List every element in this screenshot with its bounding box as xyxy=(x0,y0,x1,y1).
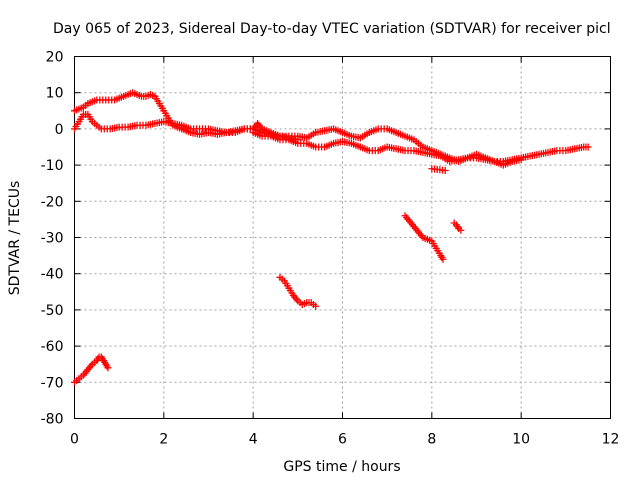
data-point xyxy=(441,167,449,175)
series-arc-mid-descent xyxy=(276,273,320,310)
series-arc-lower-left xyxy=(71,353,112,386)
data-point xyxy=(584,143,592,151)
data-point xyxy=(104,364,112,372)
y-tick-label: -30 xyxy=(41,231,64,247)
y-tick-label: -40 xyxy=(41,267,64,283)
series-arc-late-descent xyxy=(401,212,447,263)
grid-layer xyxy=(74,56,611,419)
data-marks xyxy=(71,89,592,386)
y-tick-label: -80 xyxy=(41,412,64,428)
x-tick-label: 12 xyxy=(602,432,620,448)
y-tick-label: -70 xyxy=(41,375,64,391)
series-arc-early-low xyxy=(71,110,592,165)
x-tick-label: 10 xyxy=(512,432,530,448)
series-isolated-points xyxy=(428,165,449,175)
y-tick-label: -20 xyxy=(41,194,64,210)
series-arc-short-late xyxy=(450,219,465,234)
y-tick-label: 10 xyxy=(46,86,64,102)
y-tick-label: 20 xyxy=(46,50,64,66)
data-point xyxy=(517,156,525,164)
y-axis-label: SDTVAR / TECUs xyxy=(7,181,23,296)
x-axis-label: GPS time / hours xyxy=(283,459,400,475)
y-tick-labels: 20 10 0 -10 -20 -30 -40 -50 -60 -70 -80 xyxy=(41,50,64,428)
tick-layer xyxy=(74,56,611,419)
y-tick-label: -50 xyxy=(41,303,64,319)
series-arc-mid-band xyxy=(249,129,525,169)
data-point xyxy=(312,302,320,310)
x-tick-label: 2 xyxy=(159,432,168,448)
data-point xyxy=(457,226,465,234)
y-tick-label: -10 xyxy=(41,158,64,174)
chart-title: Day 065 of 2023, Sidereal Day-to-day VTE… xyxy=(53,21,611,37)
y-tick-label: -60 xyxy=(41,339,64,355)
x-tick-label: 8 xyxy=(427,432,436,448)
x-tick-labels: 0 2 4 6 8 10 12 xyxy=(70,432,619,448)
x-tick-label: 6 xyxy=(338,432,347,448)
x-tick-label: 0 xyxy=(70,432,79,448)
x-tick-label: 4 xyxy=(249,432,258,448)
data-point xyxy=(439,255,447,263)
y-tick-label: 0 xyxy=(55,122,64,138)
